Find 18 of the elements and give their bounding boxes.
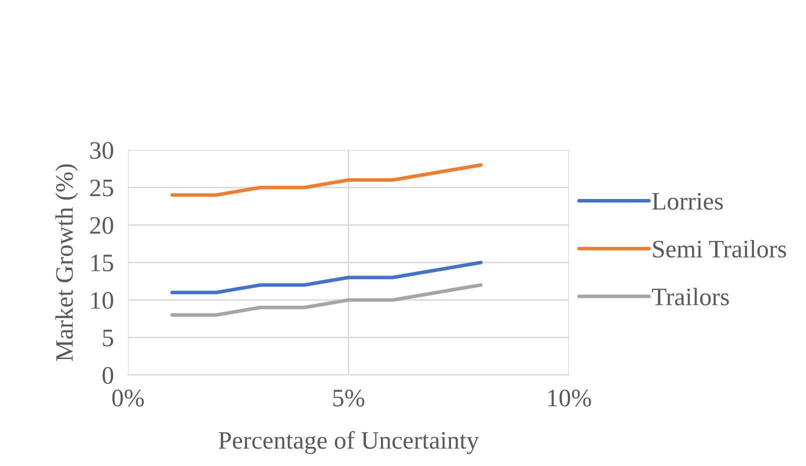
x-tick-label: 10%: [548, 390, 592, 407]
x-tick-label: 0%: [112, 390, 144, 407]
y-tick-label: 25: [90, 180, 114, 196]
y-tick-label: 20: [90, 217, 114, 234]
y-axis-title: Market Growth (%): [55, 164, 78, 362]
y-tick-label: 15: [91, 254, 114, 272]
line-series: [170, 260, 483, 294]
line-series: [170, 283, 483, 317]
y-tick-label: 10: [91, 292, 114, 309]
x-axis-title: Percentage of Uncertainty: [218, 431, 479, 454]
y-tick-label: 5: [103, 330, 114, 346]
legend-label: Semi Trailors: [653, 240, 786, 258]
line-series: [170, 163, 483, 197]
y-tick-label: 0: [102, 367, 114, 384]
x-tick-label: 5%: [333, 390, 364, 407]
legend-label: Lorries: [652, 192, 723, 210]
legend-label: Trailors: [652, 288, 729, 306]
y-tick-label: 30: [90, 142, 114, 159]
